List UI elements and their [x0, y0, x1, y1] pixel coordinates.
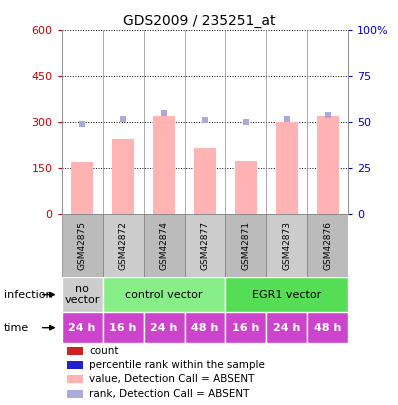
Text: 24 h: 24 h: [150, 323, 178, 333]
Bar: [67, 361, 83, 369]
Text: value, Detection Call = ABSENT: value, Detection Call = ABSENT: [89, 374, 254, 384]
Text: 24 h: 24 h: [273, 323, 300, 333]
Bar: [266, 214, 307, 277]
Point: [202, 117, 208, 124]
Bar: [67, 347, 83, 355]
Bar: [225, 277, 348, 312]
Text: EGR1 vector: EGR1 vector: [252, 290, 322, 300]
Bar: [275, 122, 298, 214]
Text: percentile rank within the sample: percentile rank within the sample: [89, 360, 265, 370]
Text: rank, Detection Call = ABSENT: rank, Detection Call = ABSENT: [89, 389, 249, 399]
Text: time: time: [4, 323, 29, 333]
Point: [243, 119, 249, 126]
Bar: [316, 116, 339, 214]
Text: 48 h: 48 h: [314, 323, 341, 333]
Text: GSM42871: GSM42871: [242, 221, 250, 270]
Text: infection: infection: [4, 290, 53, 300]
Point: [161, 110, 167, 116]
Bar: [67, 390, 83, 398]
Bar: [71, 162, 94, 214]
Text: no
vector: no vector: [64, 284, 100, 305]
Text: 24 h: 24 h: [68, 323, 96, 333]
Text: GSM42874: GSM42874: [160, 222, 168, 270]
Text: GDS2009 / 235251_at: GDS2009 / 235251_at: [123, 14, 275, 28]
Text: GSM42877: GSM42877: [201, 221, 209, 270]
Bar: [144, 312, 185, 343]
Text: count: count: [89, 346, 119, 356]
Text: 16 h: 16 h: [232, 323, 259, 333]
Text: GSM42872: GSM42872: [119, 222, 128, 270]
Bar: [225, 214, 266, 277]
Bar: [62, 214, 103, 277]
Bar: [307, 312, 348, 343]
Bar: [153, 116, 175, 214]
Bar: [62, 312, 103, 343]
Bar: [67, 375, 83, 384]
Text: GSM42875: GSM42875: [78, 221, 87, 270]
Bar: [225, 312, 266, 343]
Bar: [307, 214, 348, 277]
Bar: [266, 312, 307, 343]
Text: 16 h: 16 h: [109, 323, 137, 333]
Bar: [62, 277, 103, 312]
Bar: [185, 214, 225, 277]
Bar: [103, 312, 144, 343]
Bar: [144, 214, 185, 277]
Bar: [235, 161, 257, 214]
Text: GSM42873: GSM42873: [282, 221, 291, 270]
Bar: [103, 277, 225, 312]
Text: GSM42876: GSM42876: [323, 221, 332, 270]
Text: 48 h: 48 h: [191, 323, 219, 333]
Bar: [103, 214, 144, 277]
Point: [120, 115, 126, 122]
Bar: [112, 139, 135, 214]
Text: control vector: control vector: [125, 290, 203, 300]
Bar: [194, 148, 216, 214]
Point: [284, 115, 290, 122]
Point: [79, 121, 85, 128]
Bar: [185, 312, 225, 343]
Point: [325, 112, 331, 118]
